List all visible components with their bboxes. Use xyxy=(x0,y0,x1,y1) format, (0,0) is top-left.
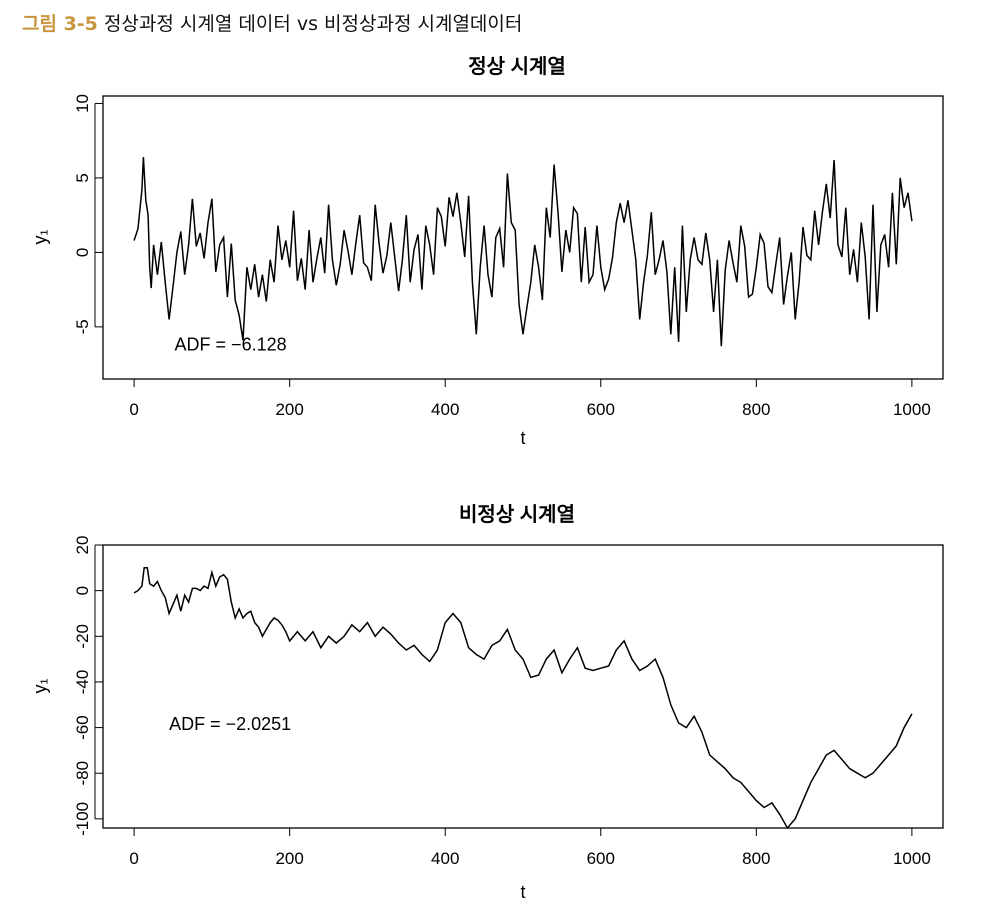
y-tick-label: -60 xyxy=(73,715,92,740)
y-tick-label: -5 xyxy=(73,319,92,334)
figure-caption-text: 정상과정 시계열 데이터 vs 비정상과정 시계열데이터 xyxy=(103,13,523,35)
x-tick-label: 600 xyxy=(587,849,615,868)
x-tick-label: 400 xyxy=(431,400,459,419)
x-axis-label: t xyxy=(520,882,525,902)
y-tick-label: -20 xyxy=(73,624,92,649)
y-axis-label: y₁ xyxy=(30,678,50,693)
figure-caption: 그림 3-5 정상과정 시계열 데이터 vs 비정상과정 시계열데이터 xyxy=(22,9,522,36)
y-tick-label: -100 xyxy=(73,802,92,836)
adf-annotation: ADF = −6.128 xyxy=(175,335,287,355)
series-line xyxy=(133,567,913,830)
y-tick-label: 20 xyxy=(73,536,92,555)
x-tick-label: 200 xyxy=(275,400,303,419)
x-tick-label: 600 xyxy=(587,400,615,419)
x-axis: 0 200 400 600 800 1000 xyxy=(129,827,931,868)
figure-number: 그림 3-5 xyxy=(22,13,98,35)
y-axis: -100 -80 -60 -40 -20 0 20 xyxy=(73,536,103,836)
y-tick-label: 5 xyxy=(73,173,92,182)
nonstationary-chart: 비정상 시계열 0 200 400 600 800 1000 -100-80-60-40-… xyxy=(30,503,944,902)
x-tick-label: 0 xyxy=(129,400,138,419)
stationary-chart: 정상 시계열 0 200 400 600 800 1000 -5 0 5 10 ADF = −6… xyxy=(30,55,944,448)
x-tick-label: 1000 xyxy=(893,400,931,419)
x-axis-label: t xyxy=(520,428,525,448)
y-axis: -5 0 5 10 xyxy=(73,94,103,334)
x-tick-label: 0 xyxy=(129,849,138,868)
adf-annotation: ADF = −2.0251 xyxy=(169,714,291,734)
series-line xyxy=(133,157,913,347)
x-tick-label: 800 xyxy=(742,849,770,868)
y-tick-label: -40 xyxy=(73,670,92,695)
y-tick-label: 10 xyxy=(73,94,92,113)
x-tick-label: 1000 xyxy=(893,849,931,868)
y-tick-label: -80 xyxy=(73,761,92,786)
y-tick-label: 0 xyxy=(73,248,92,257)
chart-title: 정상 시계열 xyxy=(468,55,566,78)
chart-title: 비정상 시계열 xyxy=(459,503,575,526)
x-axis: 0 200 400 600 800 1000 xyxy=(129,378,931,419)
x-tick-label: 800 xyxy=(742,400,770,419)
x-tick-label: 400 xyxy=(431,849,459,868)
x-tick-label: 200 xyxy=(275,849,303,868)
y-axis-label: y₁ xyxy=(30,229,50,244)
y-tick-label: 0 xyxy=(73,586,92,595)
